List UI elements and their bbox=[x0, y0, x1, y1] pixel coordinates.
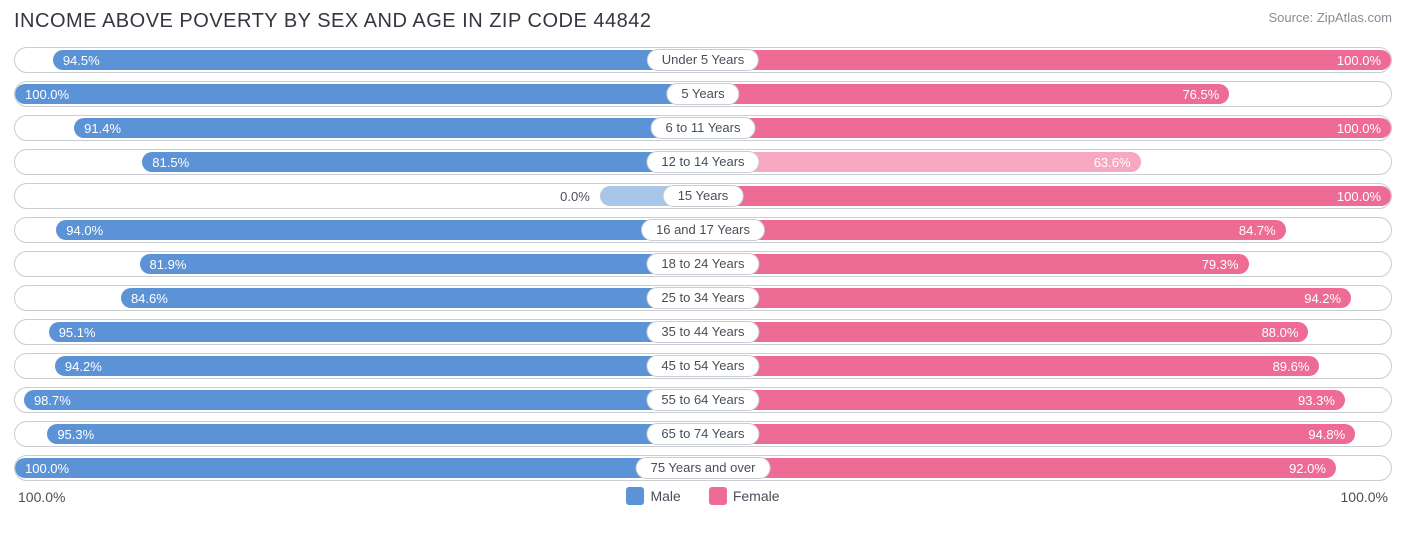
male-value-label: 84.6% bbox=[121, 288, 178, 308]
female-bar: 93.3% bbox=[703, 390, 1345, 410]
female-value-label: 63.6% bbox=[1084, 152, 1141, 172]
axis-left-label: 100.0% bbox=[18, 489, 65, 505]
female-value-label: 100.0% bbox=[1327, 50, 1391, 70]
category-label: 15 Years bbox=[663, 185, 744, 207]
category-label: 35 to 44 Years bbox=[646, 321, 759, 343]
chart-row: 95.3% 94.8% 65 to 74 Years bbox=[14, 421, 1392, 447]
male-value-label: 0.0% bbox=[550, 186, 600, 206]
chart-header: INCOME ABOVE POVERTY BY SEX AND AGE IN Z… bbox=[14, 10, 1392, 33]
male-value-label: 91.4% bbox=[74, 118, 131, 138]
female-value-label: 84.7% bbox=[1229, 220, 1286, 240]
chart-source: Source: ZipAtlas.com bbox=[1268, 10, 1392, 25]
male-swatch-icon bbox=[626, 487, 644, 505]
chart-row: 94.5% 100.0% Under 5 Years bbox=[14, 47, 1392, 73]
chart-title: INCOME ABOVE POVERTY BY SEX AND AGE IN Z… bbox=[14, 10, 651, 33]
chart-row: 0.0% 100.0% 15 Years bbox=[14, 183, 1392, 209]
male-value-label: 81.9% bbox=[140, 254, 197, 274]
chart-row: 91.4% 100.0% 6 to 11 Years bbox=[14, 115, 1392, 141]
female-bar: 88.0% bbox=[703, 322, 1308, 342]
female-bar: 79.3% bbox=[703, 254, 1249, 274]
chart-row: 100.0% 76.5% 5 Years bbox=[14, 81, 1392, 107]
category-label: 55 to 64 Years bbox=[646, 389, 759, 411]
male-value-label: 98.7% bbox=[24, 390, 81, 410]
female-bar: 94.2% bbox=[703, 288, 1351, 308]
male-value-label: 100.0% bbox=[15, 84, 79, 104]
male-bar: 95.3% bbox=[47, 424, 703, 444]
category-label: 65 to 74 Years bbox=[646, 423, 759, 445]
category-label: 6 to 11 Years bbox=[651, 117, 756, 139]
male-bar: 98.7% bbox=[24, 390, 703, 410]
male-bar: 94.2% bbox=[55, 356, 703, 376]
female-bar: 84.7% bbox=[703, 220, 1286, 240]
male-value-label: 95.1% bbox=[49, 322, 106, 342]
category-label: 5 Years bbox=[666, 83, 739, 105]
male-value-label: 81.5% bbox=[142, 152, 199, 172]
male-value-label: 94.5% bbox=[53, 50, 110, 70]
category-label: 75 Years and over bbox=[636, 457, 771, 479]
female-value-label: 79.3% bbox=[1192, 254, 1249, 274]
chart-row: 98.7% 93.3% 55 to 64 Years bbox=[14, 387, 1392, 413]
chart-row: 84.6% 94.2% 25 to 34 Years bbox=[14, 285, 1392, 311]
female-value-label: 88.0% bbox=[1252, 322, 1309, 342]
female-bar: 100.0% bbox=[703, 50, 1391, 70]
female-bar: 100.0% bbox=[703, 118, 1391, 138]
male-bar: 84.6% bbox=[121, 288, 703, 308]
female-bar: 92.0% bbox=[703, 458, 1336, 478]
chart-row: 94.2% 89.6% 45 to 54 Years bbox=[14, 353, 1392, 379]
male-bar: 100.0% bbox=[15, 84, 703, 104]
category-label: 12 to 14 Years bbox=[646, 151, 759, 173]
female-value-label: 93.3% bbox=[1288, 390, 1345, 410]
male-value-label: 100.0% bbox=[15, 458, 79, 478]
chart-row: 81.9% 79.3% 18 to 24 Years bbox=[14, 251, 1392, 277]
male-value-label: 94.2% bbox=[55, 356, 112, 376]
chart-row: 100.0% 92.0% 75 Years and over bbox=[14, 455, 1392, 481]
male-bar: 94.0% bbox=[56, 220, 703, 240]
chart-row: 94.0% 84.7% 16 and 17 Years bbox=[14, 217, 1392, 243]
female-value-label: 92.0% bbox=[1279, 458, 1336, 478]
female-swatch-icon bbox=[709, 487, 727, 505]
legend-item-female: Female bbox=[709, 487, 780, 505]
female-value-label: 100.0% bbox=[1327, 186, 1391, 206]
male-bar: 94.5% bbox=[53, 50, 703, 70]
category-label: 16 and 17 Years bbox=[641, 219, 765, 241]
category-label: Under 5 Years bbox=[647, 49, 759, 71]
female-value-label: 94.2% bbox=[1294, 288, 1351, 308]
female-value-label: 89.6% bbox=[1263, 356, 1320, 376]
category-label: 25 to 34 Years bbox=[646, 287, 759, 309]
female-bar: 89.6% bbox=[703, 356, 1319, 376]
male-bar: 100.0% bbox=[15, 458, 703, 478]
male-bar: 81.9% bbox=[140, 254, 703, 274]
chart-row: 95.1% 88.0% 35 to 44 Years bbox=[14, 319, 1392, 345]
legend-female-label: Female bbox=[733, 488, 780, 504]
category-label: 18 to 24 Years bbox=[646, 253, 759, 275]
female-bar: 100.0% bbox=[703, 186, 1391, 206]
female-value-label: 76.5% bbox=[1172, 84, 1229, 104]
male-bar: 91.4% bbox=[74, 118, 703, 138]
female-bar: 94.8% bbox=[703, 424, 1355, 444]
legend: Male Female bbox=[14, 487, 1392, 505]
female-value-label: 94.8% bbox=[1298, 424, 1355, 444]
female-bar: 63.6% bbox=[703, 152, 1141, 172]
male-value-label: 95.3% bbox=[47, 424, 104, 444]
female-bar: 76.5% bbox=[703, 84, 1229, 104]
male-bar: 81.5% bbox=[142, 152, 703, 172]
male-bar: 95.1% bbox=[49, 322, 703, 342]
male-value-label: 94.0% bbox=[56, 220, 113, 240]
legend-male-label: Male bbox=[650, 488, 680, 504]
legend-item-male: Male bbox=[626, 487, 680, 505]
diverging-bar-chart: 94.5% 100.0% Under 5 Years 100.0% 76.5% 5 Yea… bbox=[14, 47, 1392, 481]
female-value-label: 100.0% bbox=[1327, 118, 1391, 138]
category-label: 45 to 54 Years bbox=[646, 355, 759, 377]
axis-right-label: 100.0% bbox=[1341, 489, 1388, 505]
chart-row: 81.5% 63.6% 12 to 14 Years bbox=[14, 149, 1392, 175]
